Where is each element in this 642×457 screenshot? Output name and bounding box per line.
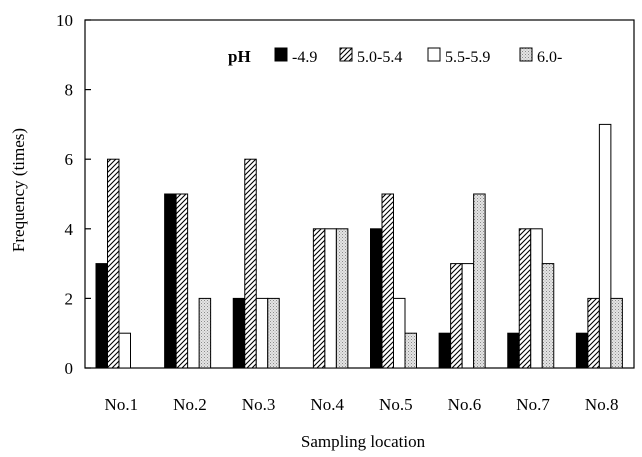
- bar-no2-series-1: [164, 193, 177, 369]
- bar-no7-series-2: [518, 228, 532, 369]
- y-tick-label: 6: [65, 150, 74, 169]
- x-axis-title: Sampling location: [301, 432, 426, 451]
- legend-label: 6.0-: [537, 49, 562, 66]
- bar-no4-series-2: [312, 228, 326, 369]
- legend-swatch: [427, 47, 441, 62]
- bar-no6-series-1: [438, 332, 452, 369]
- plot-border: [84, 19, 635, 369]
- x-tick-label: No.7: [516, 395, 550, 414]
- legend-swatch: [339, 47, 353, 62]
- bar-no1-series-1: [95, 263, 108, 369]
- bar-no6-series-2: [450, 263, 463, 369]
- legend-label: 5.5-5.9: [445, 49, 490, 66]
- bar-no1-series-3: [118, 332, 131, 369]
- x-tick-label: No.4: [310, 395, 344, 414]
- y-tick-label: 10: [56, 11, 73, 30]
- y-tick-label: 0: [65, 359, 74, 378]
- bar-no8-series-1: [575, 332, 589, 369]
- legend-label: 5.0-5.4: [357, 49, 402, 66]
- x-axis-tick-labels: No.1 No.2 No.3 No.4 No.5 No.6 No.7 No.8: [105, 395, 619, 414]
- y-tick-label: 8: [65, 81, 74, 100]
- bar-no3-series-2: [244, 158, 257, 369]
- bar-no2-series-4: [198, 297, 212, 369]
- bar-no3-series-4: [267, 297, 280, 369]
- legend-swatch: [519, 47, 533, 62]
- bar-no2-series-2: [175, 193, 189, 369]
- bar-no5-series-4: [404, 332, 417, 369]
- y-axis-ticks: 0 2 4 6 8 10: [56, 11, 91, 378]
- bar-no8-series-2: [587, 297, 600, 369]
- bar-no5-series-1: [370, 228, 383, 369]
- bar-no7-series-3: [530, 228, 543, 369]
- y-tick-label: 4: [65, 220, 74, 239]
- x-tick-label: No.6: [448, 395, 482, 414]
- bar-no8-series-3: [598, 123, 612, 369]
- plot-frame: [84, 19, 635, 369]
- x-tick-label: No.3: [242, 395, 276, 414]
- legend-swatch: [274, 47, 288, 62]
- bar-no5-series-2: [381, 193, 394, 369]
- bar-no3-series-1: [232, 297, 246, 369]
- bar-no7-series-1: [507, 332, 520, 369]
- bars: [95, 123, 623, 369]
- bar-no4-series-4: [335, 228, 349, 369]
- bar-no1-series-2: [107, 158, 120, 369]
- x-tick-label: No.2: [173, 395, 207, 414]
- bar-no7-series-4: [541, 263, 555, 369]
- x-tick-label: No.1: [105, 395, 139, 414]
- bar-no3-series-3: [255, 297, 269, 369]
- legend-label: -4.9: [292, 49, 317, 66]
- legend: pH -4.9 5.0-5.4 5.5-5.9 6.0-: [228, 47, 562, 66]
- x-tick-label: No.5: [379, 395, 413, 414]
- bar-no5-series-3: [393, 297, 406, 369]
- legend-title: pH: [228, 47, 251, 66]
- x-tick-label: No.8: [585, 395, 619, 414]
- y-tick-label: 2: [65, 289, 74, 308]
- bar-no6-series-3: [461, 263, 475, 369]
- bar-no4-series-3: [324, 228, 337, 369]
- bar-no8-series-4: [610, 297, 623, 369]
- y-axis-title: Frequency (times): [9, 128, 28, 252]
- bar-no6-series-4: [473, 193, 486, 369]
